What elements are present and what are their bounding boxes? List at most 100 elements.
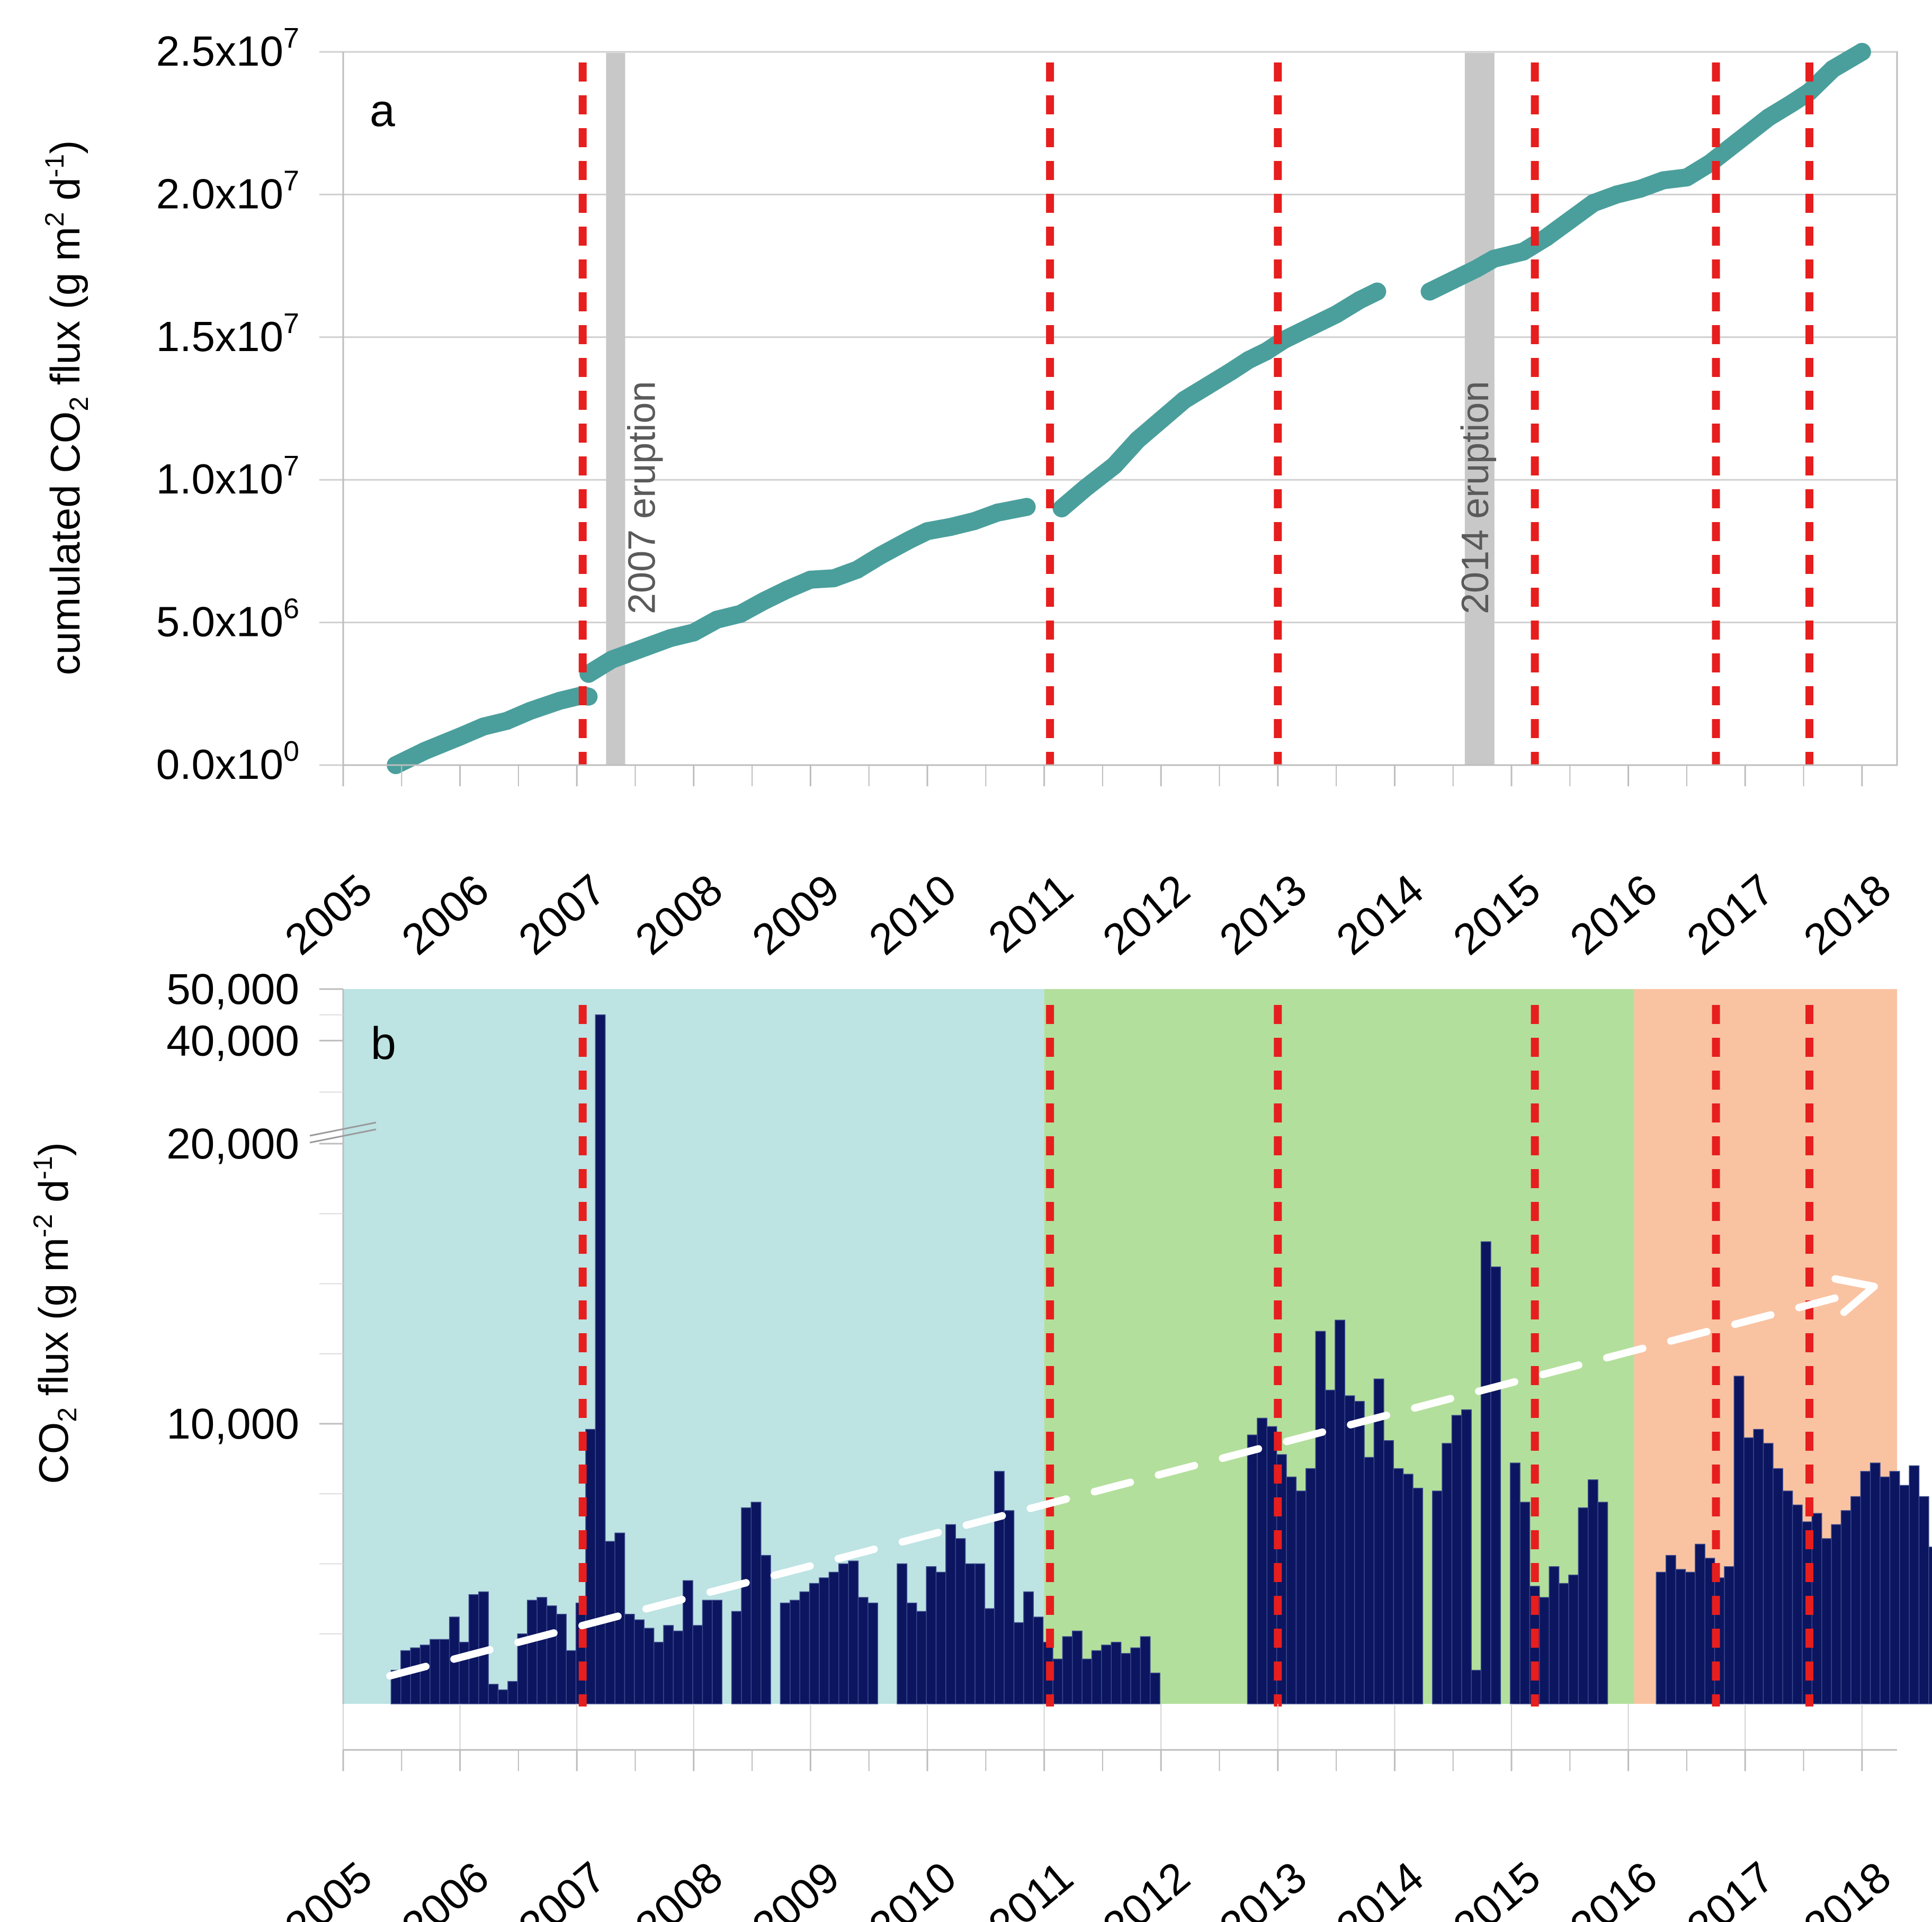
panel-b-trend-line	[386, 1289, 1857, 1680]
panel-a-frame	[342, 51, 1898, 766]
panel-b-ylabel-mid2: d	[30, 1180, 77, 1214]
panel-a-y-tick-mantissa: 1.5x10	[156, 313, 283, 360]
panel-a-data-point	[1537, 228, 1556, 247]
panel-b-bar	[1860, 1471, 1871, 1704]
panel-a-data-point	[1783, 94, 1801, 112]
panel-b-bar	[1840, 1510, 1851, 1704]
panel-b-event-lines	[578, 1005, 1814, 1707]
panel-a-data-point	[684, 623, 703, 642]
panel-a-y-tick-label: 2.5x107	[156, 22, 299, 75]
panel-b-bar	[1033, 1616, 1044, 1704]
panel-a-data-point	[1420, 282, 1439, 301]
panel-a-ylabel-end: )	[42, 140, 88, 154]
panel-a-data-point	[1631, 179, 1649, 198]
panel-b-bar	[945, 1524, 956, 1704]
panel-a-eruption-band	[1464, 53, 1495, 765]
panel-b-bar	[419, 1645, 431, 1704]
panel-b-bar	[1733, 1376, 1745, 1704]
panel-a-data-point	[1198, 376, 1217, 395]
panel-b-bar	[1004, 1510, 1015, 1704]
panel-b-bar	[624, 1613, 635, 1704]
panel-b-bar	[1062, 1636, 1073, 1704]
panel-a-data-point	[1052, 499, 1071, 518]
panel-a-x-tick-label: 2005	[276, 865, 381, 964]
panel-b-bar	[955, 1538, 966, 1704]
panel-b-bar	[1023, 1591, 1034, 1704]
panel-b-bar	[1753, 1429, 1764, 1704]
panel-b-trend-arrowhead	[1831, 1275, 1878, 1316]
panel-b-label: b	[371, 1018, 396, 1069]
panel-a-y-axis-label: cumulated CO2 flux (g m2 d-1)	[40, 140, 94, 675]
panel-a-data-point	[778, 580, 797, 599]
panel-b-x-tick-label: 2015	[1444, 1853, 1549, 1922]
panel-a-data-point	[918, 522, 937, 541]
panel-b-bar	[1587, 1479, 1598, 1704]
panel-a-event-lines	[578, 62, 1814, 765]
panel-a-data-point	[1105, 456, 1123, 475]
panel-a-data-point	[871, 546, 890, 564]
panel-a-eruption-bands: 2007 eruption 2014 eruption	[606, 53, 1497, 765]
panel-b-bar	[1402, 1474, 1414, 1704]
panel-a-data-point	[1327, 305, 1346, 324]
panel-b-bar	[1471, 1669, 1482, 1704]
panel-a-x-tick-label: 2013	[1211, 865, 1316, 964]
panel-a-ylabel-main: cumulated CO	[42, 411, 88, 676]
panel-a-data-point	[1677, 168, 1696, 187]
panel-b-bar	[575, 1602, 586, 1704]
panel-a-ylabel-mid: flux (g m	[42, 227, 88, 397]
panel-a-ylabel-mid2: d	[42, 177, 88, 212]
panel-a-y-tick-exponent: 7	[283, 22, 299, 54]
panel-b-bar	[702, 1600, 713, 1704]
panel-b-ylabel-mid: flux (g m	[30, 1237, 77, 1407]
panel-b-bar	[926, 1566, 937, 1704]
panel-a-data-point	[965, 512, 983, 531]
panel-a-y-tick-exponent: 7	[283, 450, 299, 482]
panel-b-y-tick-label: 20,000	[166, 1120, 299, 1168]
panel-b-x-tick-label: 2009	[744, 1853, 848, 1922]
panel-b-bar	[1675, 1569, 1686, 1704]
panel-a-y-tick-mantissa: 0.0x10	[156, 741, 283, 788]
panel-b-x-tick-label: 2017	[1678, 1853, 1783, 1922]
panel-b-bar	[1870, 1462, 1881, 1704]
panel-b-bar	[1150, 1673, 1160, 1704]
panel-a-data-point	[1654, 171, 1672, 190]
panel-a-data-point	[848, 560, 866, 579]
panel-b-bar	[1821, 1538, 1832, 1704]
panel-b-bar	[994, 1471, 1005, 1704]
panel-b-bar	[507, 1681, 518, 1704]
panel-a-data-point	[1129, 430, 1147, 449]
panel-a-data-point	[1444, 271, 1462, 290]
panel-a-y-tick-label: 1.5x107	[156, 308, 299, 360]
panel-a-data-point	[451, 728, 469, 746]
panel-a-data-point	[1730, 131, 1749, 150]
panel-a-y-tick-label: 0.0x100	[156, 735, 299, 788]
panel-b-ylabel-end: )	[30, 1142, 77, 1156]
panel-a-data-point	[942, 518, 960, 536]
panel-b-bar	[1773, 1468, 1783, 1704]
panel-a-x-tick-label: 2009	[744, 865, 848, 964]
panel-b-bar	[1052, 1658, 1063, 1704]
panel-b-bar	[1412, 1487, 1424, 1704]
panel-a-eruption-label: 2014 eruption	[1454, 381, 1497, 614]
panel-b-bar	[1763, 1443, 1774, 1704]
panel-b-bar	[673, 1630, 684, 1704]
panel-b-bar	[1539, 1597, 1550, 1704]
panel-b-bar	[1140, 1636, 1151, 1704]
panel-b-x-tick-label: 2008	[627, 1853, 731, 1922]
panel-b-bar	[1928, 1547, 1932, 1704]
panel-a-data-point	[900, 531, 919, 549]
panel-b-bars	[390, 1014, 1932, 1704]
panel-a-data-point	[755, 592, 773, 610]
panel-b-bar	[1724, 1566, 1735, 1704]
panel-a-gridlines	[319, 51, 1898, 766]
panel-b-bar	[634, 1619, 645, 1704]
panel-b-bar	[1578, 1507, 1589, 1704]
panel-a-data-point	[1759, 108, 1778, 127]
panel-b-bar	[1490, 1267, 1501, 1704]
panel-a-data-point	[416, 742, 434, 760]
panel-a-y-tick-mantissa: 2.5x10	[156, 28, 283, 75]
panel-b-bar	[1792, 1504, 1803, 1704]
panel-b-bar	[897, 1563, 908, 1704]
panel-a-eruption-label: 2007 eruption	[621, 381, 663, 614]
